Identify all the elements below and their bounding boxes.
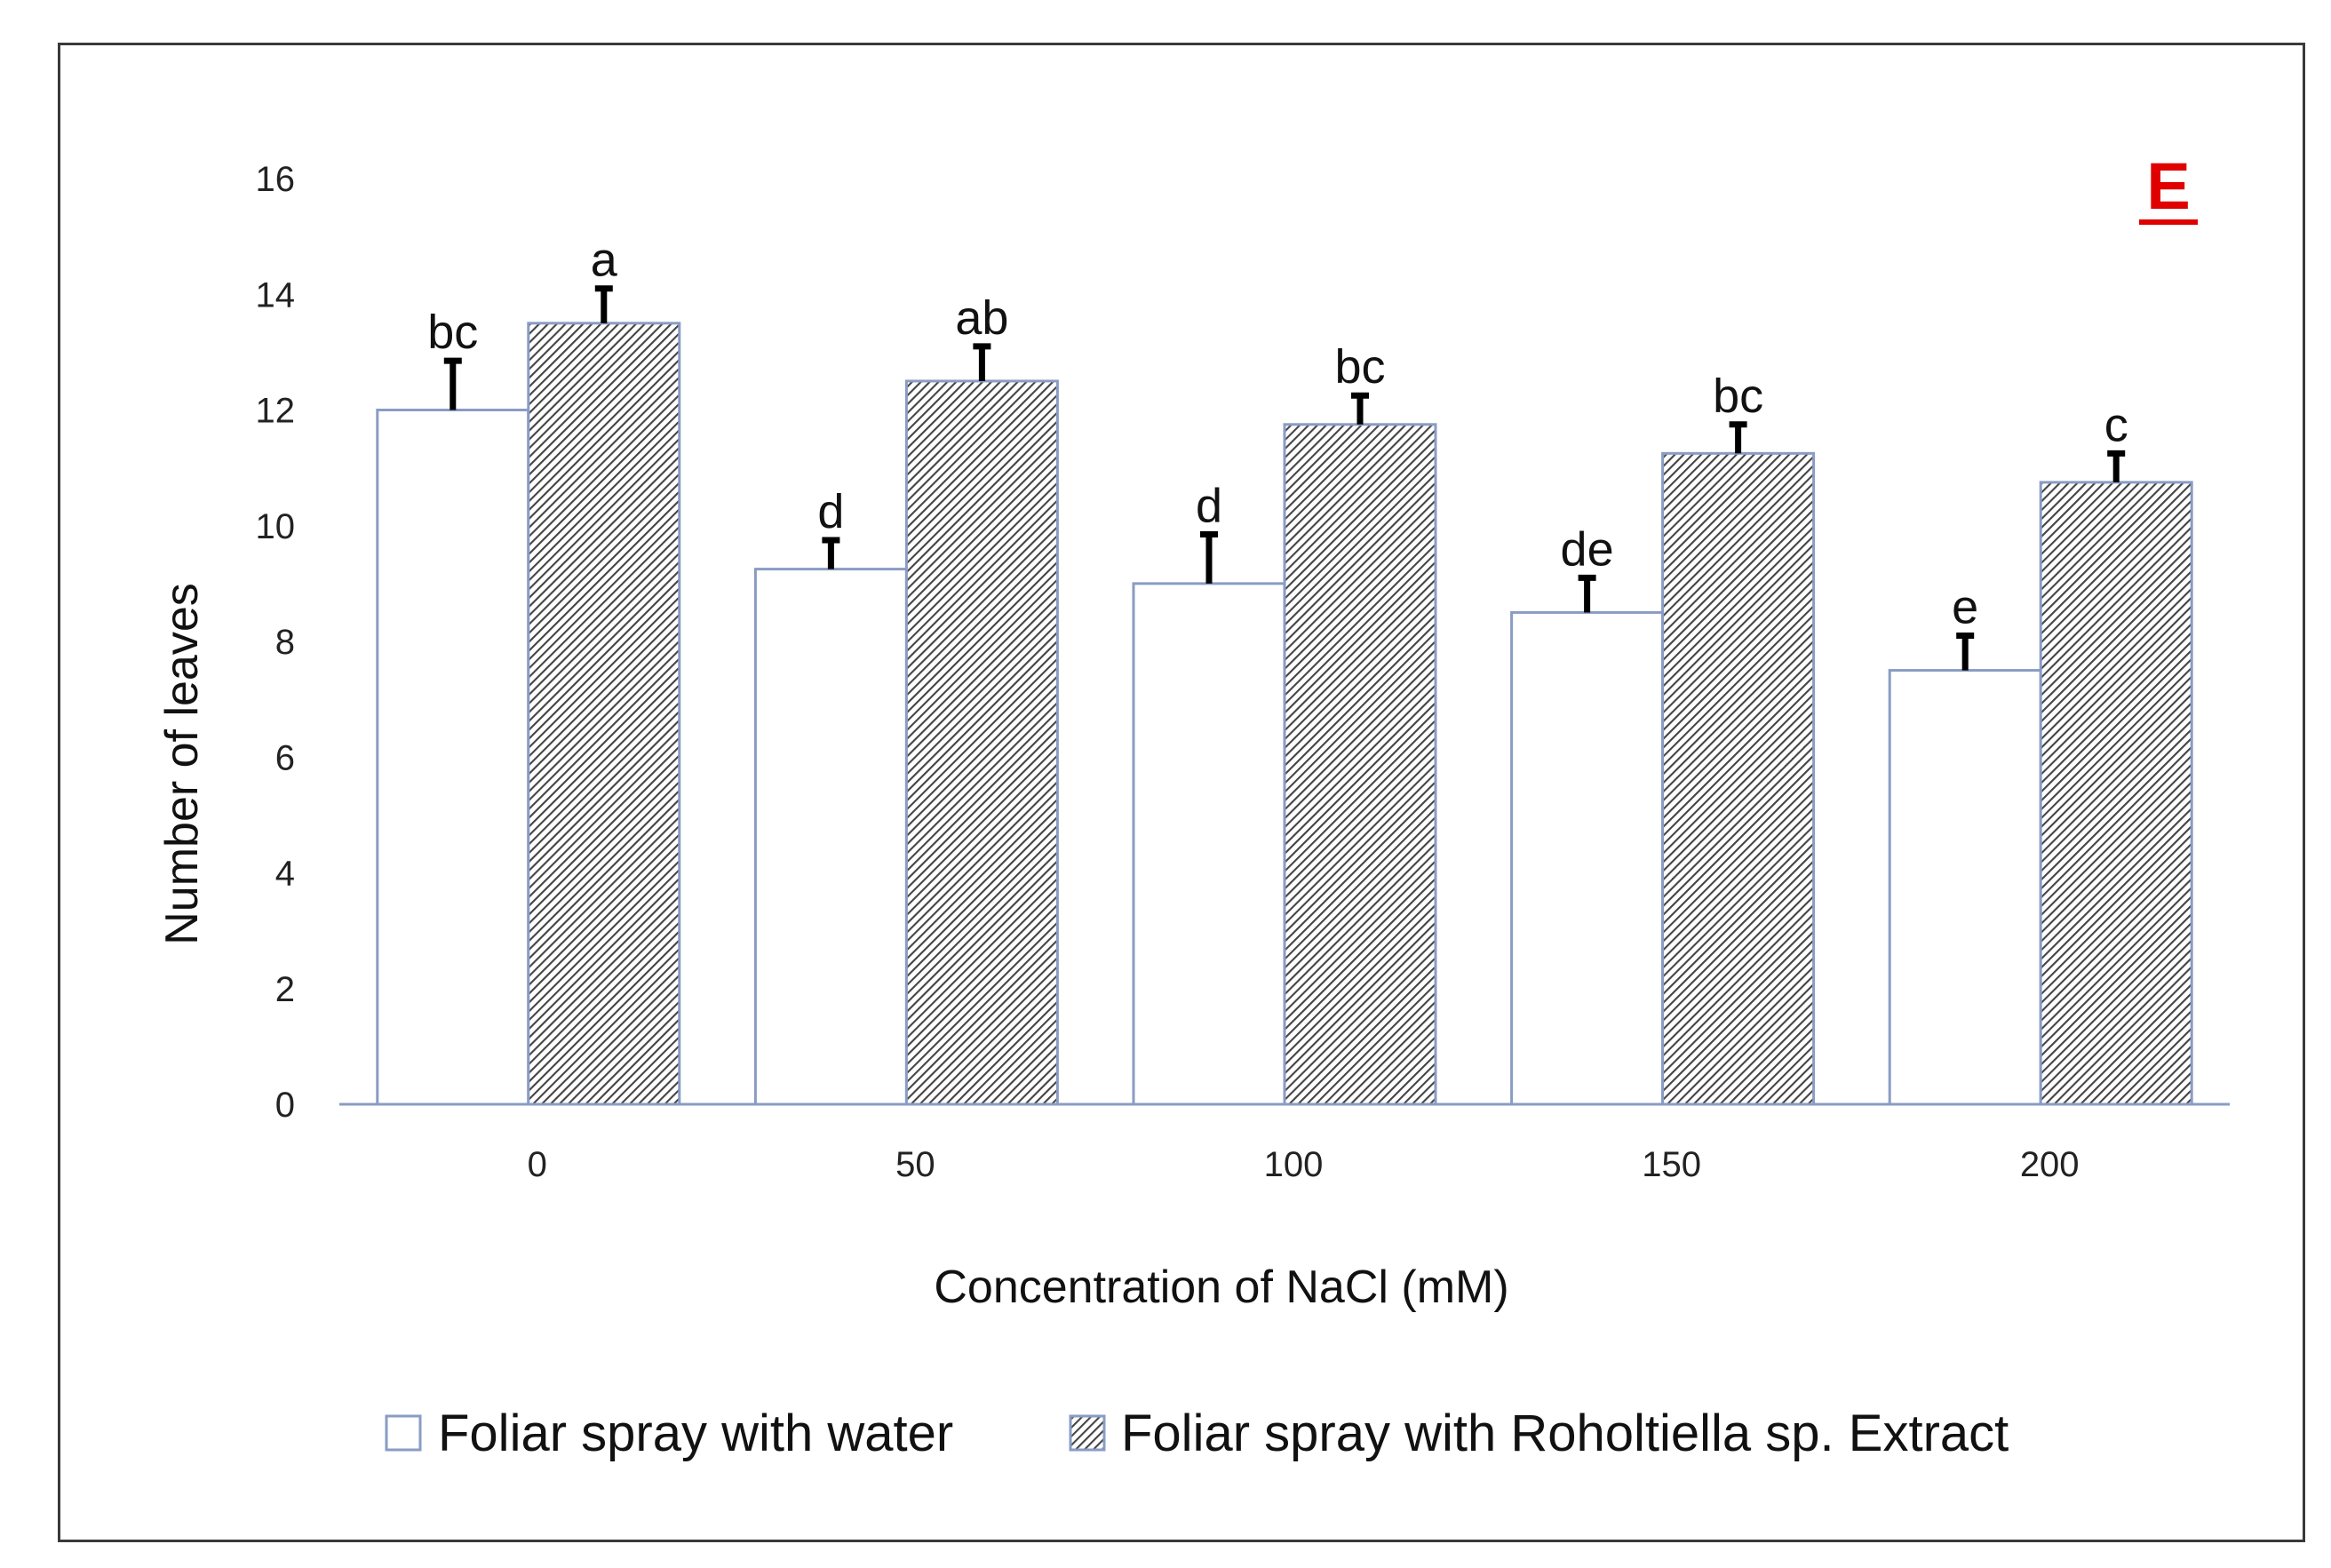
bar-water <box>753 568 908 1106</box>
x-tick-label: 200 <box>2020 1145 2080 1184</box>
significance-label: d <box>1196 480 1222 533</box>
x-axis-label: Concentration of NaCl (mM) <box>934 1262 1508 1313</box>
legend: Foliar spray with water Foliar spray wit… <box>385 1405 2009 1462</box>
significance-label: a <box>591 234 618 287</box>
significance-label: bc <box>427 306 478 359</box>
panel-label: E <box>2146 149 2190 223</box>
legend-label-extract: Foliar spray with Roholtiella sp. Extrac… <box>1121 1405 2009 1462</box>
bar-water <box>1132 582 1286 1106</box>
significance-label: c <box>2104 398 2128 451</box>
x-tick-label: 50 <box>895 1145 935 1184</box>
y-tick-label: 12 <box>256 392 296 431</box>
bars-layer <box>376 285 2193 1106</box>
x-tick-label: 150 <box>1642 1145 1701 1184</box>
bar-extract <box>1283 423 1437 1106</box>
y-tick-label: 6 <box>275 738 295 777</box>
bar-extract <box>1661 451 1816 1106</box>
bar-water <box>376 409 530 1106</box>
legend-label-water: Foliar spray with water <box>438 1405 953 1462</box>
significance-label: bc <box>1334 340 1385 394</box>
y-tick-label: 10 <box>256 507 296 546</box>
y-tick-label: 14 <box>256 275 296 314</box>
legend-swatch-extract <box>1069 1414 1106 1452</box>
significance-label: bc <box>1713 370 1763 423</box>
x-tick-label: 100 <box>1264 1145 1324 1184</box>
legend-swatch-water <box>385 1414 422 1452</box>
bar-extract <box>904 379 1059 1106</box>
significance-label: e <box>1952 580 1978 633</box>
x-tick-label: 0 <box>528 1145 547 1184</box>
bar-water <box>1510 610 1665 1106</box>
bar-extract <box>2039 481 2193 1106</box>
bar-water <box>1888 669 2042 1106</box>
significance-label: d <box>817 485 844 538</box>
labels-layer: 0 2 4 6 8 10 12 14 16 0 50 100 150 200 bc d d de e a ab bc bc c <box>256 160 2128 1184</box>
significance-label: de <box>1561 522 1614 576</box>
significance-label: ab <box>955 291 1008 345</box>
y-tick-label: 0 <box>275 1086 295 1125</box>
y-tick-label: 16 <box>256 160 296 199</box>
y-tick-label: 8 <box>275 623 295 662</box>
y-tick-label: 2 <box>275 970 295 1009</box>
bar-extract <box>527 322 681 1106</box>
y-axis-label: Number of leaves <box>156 583 208 945</box>
y-tick-label: 4 <box>275 855 295 894</box>
